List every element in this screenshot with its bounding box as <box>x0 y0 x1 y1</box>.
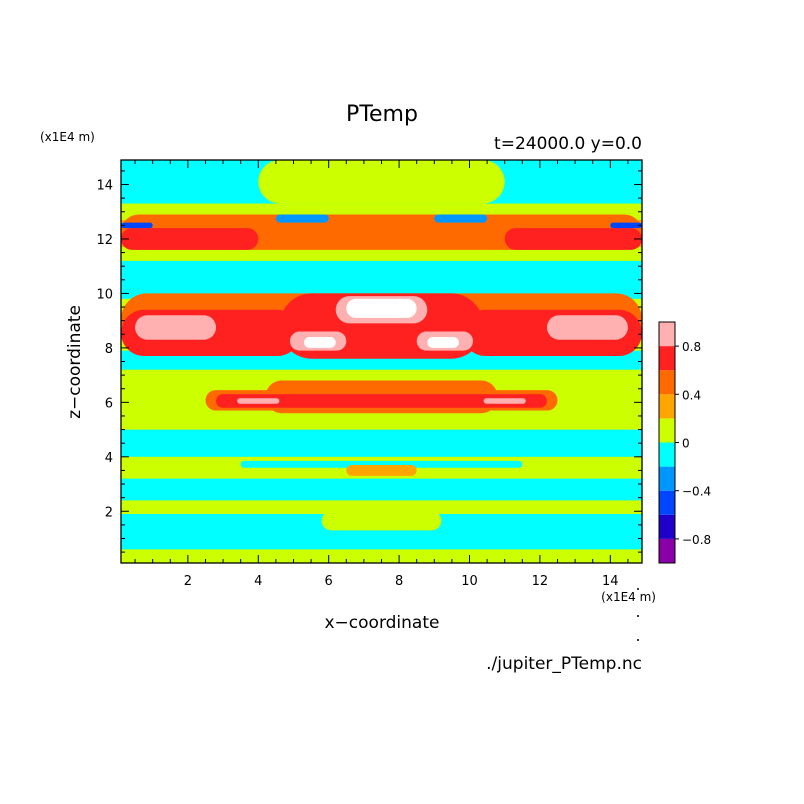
contour-band <box>121 247 642 261</box>
colorbar-swatch <box>659 514 675 539</box>
contour-region <box>427 336 459 348</box>
stray-dots <box>637 588 639 641</box>
colorbar-swatch <box>659 538 675 563</box>
plot-title: PTemp <box>346 102 418 127</box>
contour-region <box>258 160 505 204</box>
colorbar-swatch <box>659 490 675 515</box>
contour-region <box>216 394 547 408</box>
x-tick-label: 2 <box>184 574 192 589</box>
y-tick-label: 12 <box>96 233 113 248</box>
y-tick-label: 10 <box>96 287 113 302</box>
colorbar-label: −0.4 <box>682 485 711 499</box>
colorbar-swatch <box>659 442 675 467</box>
colorbar-label: −0.8 <box>682 533 711 547</box>
colorbar-label: 0 <box>682 437 690 451</box>
plot-area: 2 4 6 8 10 12 14 2 4 6 8 10 12 14 <box>96 159 643 589</box>
contour-region <box>321 511 442 531</box>
contour-band <box>121 500 642 514</box>
contour-region <box>504 228 642 250</box>
x-tick-label: 12 <box>532 574 549 589</box>
contour-region <box>121 228 259 250</box>
colorbar: 0.8 0.4 0 −0.4 −0.8 <box>658 321 711 564</box>
contour-region <box>483 398 526 404</box>
colorbar-swatch <box>659 394 675 419</box>
x-tick-label: 6 <box>325 574 333 589</box>
x-tick-label: 4 <box>254 574 262 589</box>
contour-region <box>546 315 628 340</box>
x-tick-label: 14 <box>602 574 619 589</box>
contour-band <box>121 369 642 387</box>
contour-band <box>121 413 642 430</box>
contour-region <box>346 298 417 318</box>
contour-region <box>240 460 523 468</box>
contour-region <box>434 214 488 223</box>
contour-band <box>121 429 642 457</box>
y-tick-label: 14 <box>96 179 113 194</box>
x-axis-multiplier: (x1E4 m) <box>601 590 656 604</box>
contour-region <box>121 222 153 229</box>
colorbar-label: 0.8 <box>682 340 701 354</box>
x-axis-label: x−coordinate <box>325 613 440 633</box>
colorbar-swatch <box>659 346 675 371</box>
y-tick-label: 6 <box>105 396 113 411</box>
x-tick-label: 10 <box>461 574 478 589</box>
y-axis-label: z−coordinate <box>65 305 85 419</box>
contour-region <box>275 214 329 223</box>
axis-ticks: 2 4 6 8 10 12 14 2 4 6 8 10 12 14 <box>96 160 642 589</box>
colorbar-swatch <box>659 322 675 347</box>
plot-subtitle: t=24000.0 y=0.0 <box>494 134 642 154</box>
y-tick-label: 8 <box>105 342 113 357</box>
colorbar-swatch <box>659 370 675 395</box>
source-file-label: ./jupiter_PTemp.nc <box>486 654 642 674</box>
x-tick-label: 8 <box>395 574 403 589</box>
contour-region <box>121 550 642 563</box>
contour-region <box>135 315 217 340</box>
y-tick-label: 4 <box>105 451 113 466</box>
y-axis-multiplier: (x1E4 m) <box>40 130 95 144</box>
contour-region <box>610 222 642 229</box>
colorbar-swatch <box>659 466 675 491</box>
contour-band <box>121 260 642 299</box>
colorbar-swatch <box>659 418 675 443</box>
contour-region <box>237 398 280 404</box>
colorbar-label: 0.4 <box>682 388 701 402</box>
y-tick-label: 2 <box>105 505 113 520</box>
contour-fill <box>121 160 642 563</box>
contour-band <box>121 478 642 501</box>
contour-region <box>304 336 336 348</box>
contour-region <box>346 464 417 476</box>
